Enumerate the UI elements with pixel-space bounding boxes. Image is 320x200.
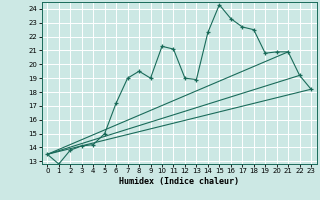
- X-axis label: Humidex (Indice chaleur): Humidex (Indice chaleur): [119, 177, 239, 186]
